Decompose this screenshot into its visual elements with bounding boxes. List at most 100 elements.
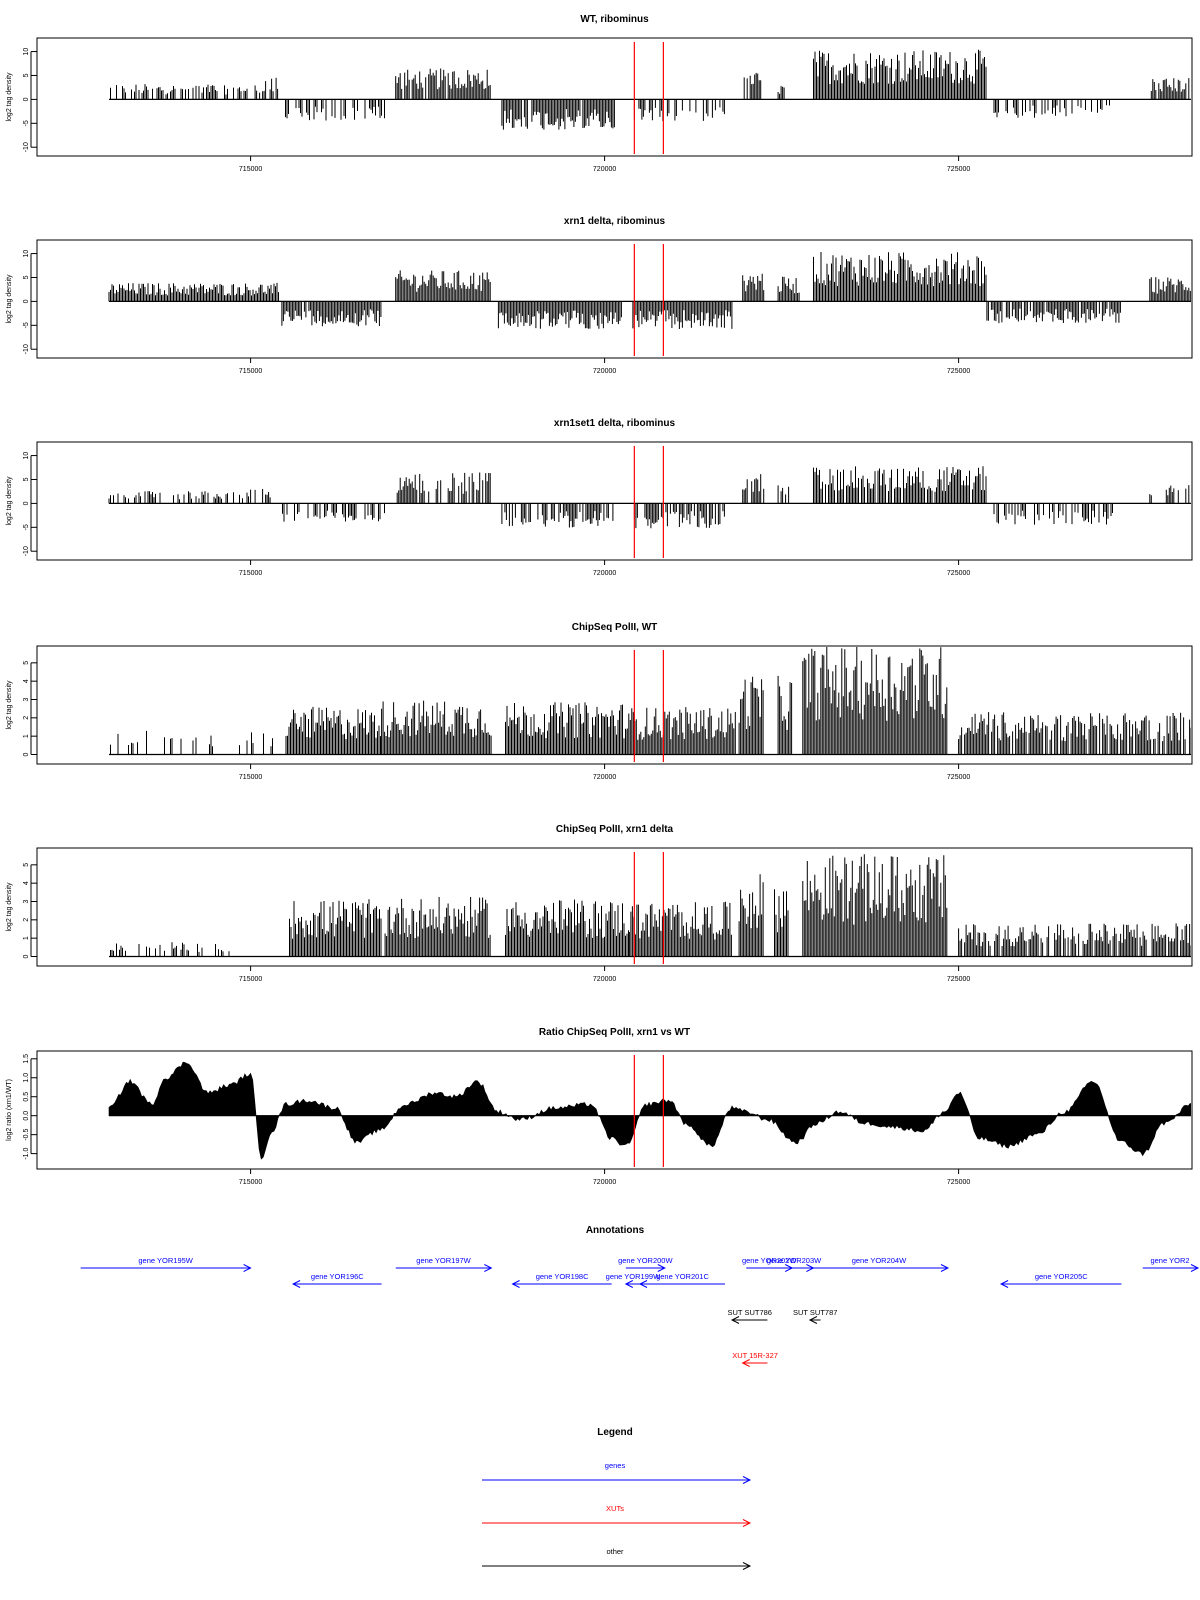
y-tick-label: 10 [23, 250, 30, 258]
signal-bars [501, 503, 614, 528]
y-tick-label: -5 [23, 120, 30, 126]
legend-label: genes [605, 1461, 626, 1470]
annotation-xut: XUT 15R-327 [732, 1351, 778, 1367]
annotation-gene: gene YOR195W [80, 1256, 252, 1272]
data-segment [628, 901, 732, 957]
arrow-head [940, 1264, 950, 1272]
y-tick-label: 5 [23, 863, 30, 867]
annotation-label: gene YOR200W [618, 1256, 673, 1265]
annotation-gene: gene YOR200W [618, 1256, 673, 1272]
annotation-gene: gene YOR199W [606, 1272, 661, 1288]
signal-bars [993, 503, 1113, 525]
signal-bars [289, 899, 382, 957]
legend-item-xut: XUTs [482, 1504, 752, 1527]
data-segment [958, 923, 1191, 957]
annotation-label: gene YOR195W [138, 1256, 193, 1265]
data-segment [282, 503, 385, 522]
data-segment [384, 897, 491, 957]
arrow-head [999, 1280, 1009, 1288]
signal-bars [1149, 277, 1191, 302]
annotation-label: XUT 15R-327 [732, 1351, 778, 1360]
panel-4: ChipSeq PolII, WT 0 1 2 3 4 5 log2 tag density 7… [6, 622, 1193, 781]
data-segment [738, 676, 764, 755]
data-segment [396, 472, 491, 504]
signal-bars [110, 942, 230, 957]
annotation-label: gene YOR203W [767, 1256, 822, 1265]
plot-body [108, 466, 1191, 529]
x-tick-label: 725000 [947, 976, 970, 983]
signal-bars [993, 99, 1110, 118]
annotation-gene: gene YOR197W [395, 1256, 493, 1272]
x-tick-label: 715000 [239, 368, 262, 375]
x-tick-label: 715000 [239, 774, 262, 781]
panel-title: ChipSeq PolII, xrn1 delta [556, 824, 674, 835]
data-segment [1150, 78, 1190, 100]
plot-frame [36, 441, 1193, 561]
annotation-label: gene YOR2 [1150, 1256, 1189, 1265]
data-segment [777, 276, 800, 302]
x-tick-label: 720000 [593, 570, 616, 577]
plot-body [108, 252, 1191, 329]
arrow-head [1190, 1264, 1200, 1272]
panel-2: xrn1 delta, ribominus -10 -5 0 5 10 log2 tag d… [6, 216, 1193, 375]
signal-bars [628, 901, 732, 957]
y-tick-label: -10 [23, 546, 30, 556]
signal-bars [110, 84, 248, 100]
annotation-gene: gene YOR203W [767, 1256, 822, 1272]
annotation-gene: gene YOR201C [638, 1272, 725, 1288]
y-tick-label: 1.0 [23, 1073, 30, 1083]
y-tick-label: -10 [23, 142, 30, 152]
y-tick-label: 10 [23, 48, 30, 56]
data-segment [632, 301, 733, 329]
data-segment [813, 466, 987, 504]
x-tick-label: 720000 [593, 774, 616, 781]
annotation-label: gene YOR197W [416, 1256, 471, 1265]
data-segment [381, 700, 492, 755]
y-tick-label: 0 [23, 752, 30, 756]
y-tick-label: 2 [23, 716, 30, 720]
annotation-label: gene YOR199W [606, 1272, 661, 1281]
data-segment [285, 706, 381, 755]
data-segment [774, 889, 789, 957]
panel-title: WT, ribominus [580, 14, 649, 25]
data-segment [108, 491, 249, 504]
x-tick-label: 715000 [239, 570, 262, 577]
data-segment [501, 503, 614, 528]
x-tick-label: 715000 [239, 1179, 262, 1186]
signal-bars [738, 676, 764, 755]
data-segment [110, 84, 248, 100]
y-tick-label: 4 [23, 679, 30, 683]
plot-frame [36, 239, 1193, 359]
arrow-head [808, 1316, 818, 1324]
data-segment [497, 301, 622, 329]
arrow-head [291, 1280, 301, 1288]
data-segment [986, 301, 1121, 324]
annotation-gene: gene YOR204W [809, 1256, 950, 1272]
data-segment [395, 68, 491, 100]
annotation-label: gene YOR202W [742, 1256, 797, 1265]
signal-bars [250, 489, 271, 504]
data-segment [742, 474, 765, 504]
data-segment [738, 874, 764, 957]
panel-3: xrn1set1 delta, ribominus -10 -5 0 5 10 log2 t… [6, 418, 1193, 577]
data-segment [813, 252, 987, 302]
signal-bars [738, 874, 764, 957]
signal-bars [108, 491, 249, 504]
arrow-head [638, 1280, 648, 1288]
x-tick-label: 725000 [947, 368, 970, 375]
signal-bars [813, 49, 987, 100]
data-segment [625, 707, 736, 755]
y-tick-label: 0 [23, 954, 30, 958]
signal-bars [958, 923, 1191, 957]
data-segment [285, 99, 385, 121]
y-tick-label: 4 [23, 881, 30, 885]
arrow-head [741, 1359, 750, 1367]
y-tick-label: 1 [23, 734, 30, 738]
y-tick-label: -1.0 [23, 1147, 30, 1159]
y-tick-label: 5 [23, 661, 30, 665]
signal-bars [625, 707, 736, 755]
signal-bars [285, 706, 381, 755]
data-segment [633, 99, 725, 121]
y-tick-label: 5 [23, 477, 30, 481]
